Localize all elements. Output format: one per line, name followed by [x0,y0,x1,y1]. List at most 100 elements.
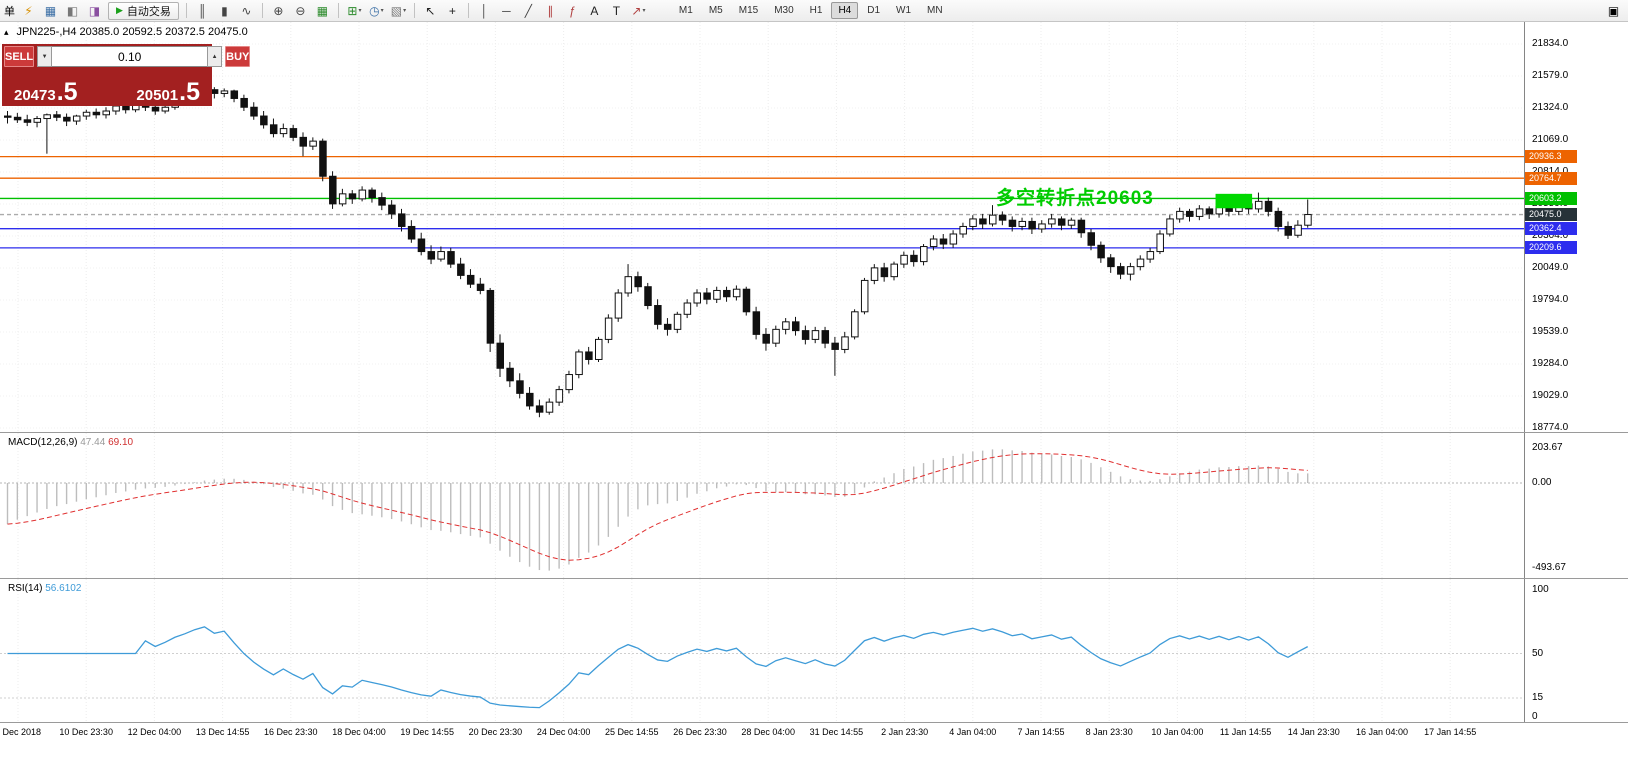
time-axis-label: 10 Jan 04:00 [1151,727,1204,737]
one-click-trading-panel: SELL ▼ ▲ BUY 20473.5 20501.5 [2,44,251,106]
volume-down-button[interactable]: ▼ [37,46,53,67]
rsi-panel[interactable] [0,579,1524,722]
time-axis-label: 16 Jan 04:00 [1355,727,1409,737]
buy-button[interactable]: BUY [225,46,251,67]
time-axis-label: 16 Dec 23:30 [264,727,318,737]
buy-price: 20501.5 [136,77,200,106]
toolbar: 单 ⚡ ▦ ◧ ◨ ▶ 自动交易 ║ ▮ ∿ ⊕ ⊖ ▦ ⊞ ▾ ◷ ▾ ▧ ▾ ↖ + │ ─ ╱ ∥ ƒ A T ↗ ▾ M1 M5 M1… [0,0,1628,22]
buy-price-main: 20501 [136,87,179,104]
new-order-icon[interactable]: ⚡ [24,3,33,18]
toolbar-left-group: 单 ⚡ ▦ ◧ ◨ ▶ 自动交易 ║ ▮ ∿ ⊕ ⊖ ▦ ⊞ ▾ ◷ ▾ ▧ ▾ ↖ + │ ─ ╱ ∥ ƒ A T ↗ ▾ [4,1,649,20]
time-axis-label: 28 Dec 04:00 [741,727,795,737]
rsi-line [7,626,1309,709]
periods-icon[interactable]: ◷ ▾ [369,3,384,18]
macd-signal-value: 69.10 [108,437,134,448]
time-axis-label: 7 Jan 14:55 [1017,727,1065,737]
price-level-badge-current-price: 20475.0 [1525,208,1577,222]
time-axis-label: 19 Dec 14:55 [400,727,454,737]
timeframe-m15-button[interactable]: M15 [738,5,759,16]
tile-windows-icon[interactable]: ▦ [316,3,329,18]
line-chart-icon[interactable]: ∿ [241,3,252,18]
highlight-box[interactable] [1215,193,1253,209]
text-icon[interactable]: A [590,3,599,18]
price-level-badge-resistance-1: 20936.3 [1525,150,1577,164]
price-axis-tick: 18774.0 [1532,422,1569,433]
chart-header: ▴ JPN225-,H4 20385.0 20592.5 20372.5 204… [4,26,248,38]
time-axis-label: 7 Dec 2018 [0,727,42,737]
timeframe-h4-button[interactable]: H4 [831,2,859,19]
label-icon[interactable]: T [612,3,621,18]
macd-value: 47.44 [80,437,106,448]
price-level-badge-support-1: 20362.4 [1525,222,1577,236]
time-axis-label: 20 Dec 23:30 [468,727,523,737]
timeframe-m1-button[interactable]: M1 [678,5,693,16]
auto-trading-button[interactable]: ▶ 自动交易 [108,1,179,20]
fibonacci-icon[interactable]: ƒ [569,3,576,18]
macd-axis-tick: 0.00 [1532,477,1552,488]
dock-window-icon[interactable]: ▣ [1607,3,1620,18]
time-axis-label: 8 Jan 23:30 [1085,727,1133,737]
timeframe-m5-button[interactable]: M5 [708,5,723,16]
cursor-icon[interactable]: ↖ [425,3,436,18]
caret-down-icon: ▾ [380,7,384,14]
bar-chart-icon[interactable]: ║ [198,3,207,18]
buy-price-frac: .5 [179,77,200,106]
horizontal-level-lines[interactable] [0,156,1524,249]
volume-control: ▼ ▲ [37,46,223,67]
terminal-icon[interactable]: ◨ [88,3,101,18]
price-axis-tick: 19284.0 [1532,358,1569,369]
trade-prices: 20473.5 20501.5 [4,69,210,104]
price-axis-tick: 19029.0 [1532,390,1569,401]
time-axis-label: 2 Jan 23:30 [881,727,929,737]
toolbar-separator [261,3,263,18]
time-axis-label: 31 Dec 14:55 [809,727,864,737]
trendline-icon[interactable]: ╱ [524,3,533,18]
macd-histogram [6,449,1309,571]
macd-axis-tick: 203.67 [1532,441,1563,453]
data-window-icon[interactable]: ◧ [66,3,79,18]
rsi-value: 56.6102 [45,583,82,594]
timeframe-d1-button[interactable]: D1 [867,5,881,16]
volume-up-button[interactable]: ▲ [207,46,223,67]
sell-button[interactable]: SELL [4,46,35,67]
toolbar-separator [413,3,415,18]
time-axis-label: 17 Jan 14:55 [1424,727,1477,737]
macd-name: MACD(12,26,9) [8,437,78,448]
indicators-icon[interactable]: ⊞ ▾ [347,3,362,18]
rsi-axis-tick: 50 [1532,647,1544,659]
vertical-line-icon[interactable]: │ [480,3,489,18]
horizontal-line-icon[interactable]: ─ [502,3,511,18]
arrows-icon[interactable]: ↗ ▾ [631,3,646,18]
volume-input[interactable] [52,46,208,67]
price-axis-tick: 20304.0 [1532,230,1569,241]
rsi-indicator-label: RSI(14) 56.6102 [8,583,81,594]
candlestick-chart-icon[interactable]: ▮ [221,3,228,18]
crosshair-icon[interactable]: + [448,3,456,18]
price-axis-tick: 19539.0 [1532,326,1569,337]
trade-controls-row: SELL ▼ ▲ BUY [4,46,251,67]
zoom-out-icon[interactable]: ⊖ [295,3,306,18]
candlesticks [4,87,1312,418]
channel-icon[interactable]: ∥ [547,3,554,18]
macd-signal-line [7,453,1308,561]
macd-panel[interactable] [0,433,1524,578]
zoom-in-icon[interactable]: ⊕ [273,3,284,18]
toolbar-separator [185,3,187,18]
templates-icon[interactable]: ▧ ▾ [390,3,407,18]
panel-separator[interactable] [0,432,1628,433]
sell-price-frac: .5 [56,77,78,106]
timeframe-m30-button[interactable]: M30 [774,5,794,16]
price-axis-tick: 19794.0 [1532,294,1569,305]
time-axis-label: 11 Jan 14:55 [1219,727,1272,737]
price-chart[interactable] [0,22,1524,433]
timeframe-w1-button[interactable]: W1 [896,5,912,16]
caret-down-icon: ▾ [403,7,407,14]
rsi-axis-tick: 100 [1532,584,1549,595]
rsi-axis-tick: 15 [1532,691,1544,703]
market-watch-icon[interactable]: ▦ [44,3,57,18]
panel-separator[interactable] [0,578,1628,579]
timeframe-mn-button[interactable]: MN [927,5,943,16]
one-click-collapse-icon[interactable]: ▴ [4,26,9,37]
timeframe-h1-button[interactable]: H1 [809,5,823,16]
